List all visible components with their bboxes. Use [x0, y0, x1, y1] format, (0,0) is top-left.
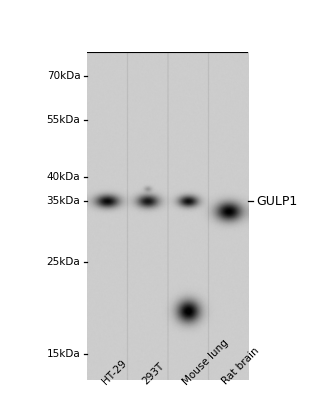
- Text: 55kDa: 55kDa: [46, 115, 80, 125]
- Text: Mouse lung: Mouse lung: [180, 337, 230, 386]
- Text: Rat brain: Rat brain: [221, 346, 262, 386]
- Text: HT-29: HT-29: [100, 358, 128, 386]
- Text: 35kDa: 35kDa: [46, 196, 80, 206]
- Text: GULP1: GULP1: [256, 195, 297, 208]
- Text: 40kDa: 40kDa: [47, 172, 80, 182]
- Text: 25kDa: 25kDa: [46, 257, 80, 267]
- Text: 15kDa: 15kDa: [46, 349, 80, 359]
- Text: 293T: 293T: [140, 361, 166, 386]
- Text: 70kDa: 70kDa: [47, 71, 80, 81]
